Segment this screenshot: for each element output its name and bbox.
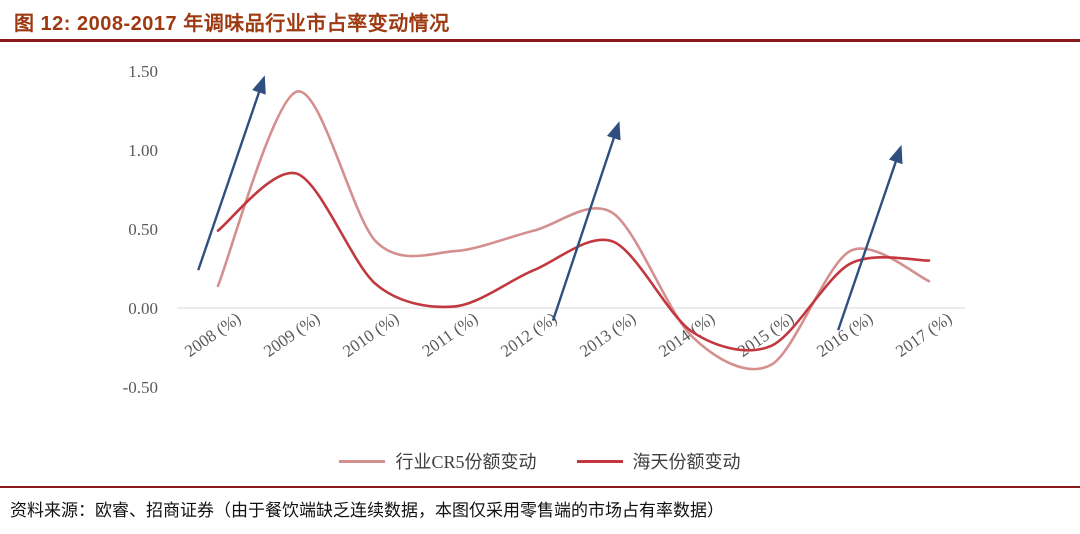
x-axis-tick-label: 2017 (%): [892, 309, 955, 361]
legend-line-swatch: [339, 459, 386, 463]
x-axis-tick-label: 2012 (%): [497, 309, 560, 361]
legend-item-1: 海天份额变动: [576, 448, 741, 474]
x-axis-tick-label: 2015 (%): [734, 309, 797, 361]
x-axis-tick-label: 2016 (%): [813, 309, 876, 361]
trend-arrow: [837, 144, 903, 331]
chart-area: 1.50 1.00 0.50 0.00 -0.50 2008 (%) 2009 (%) 201…: [0, 55, 1080, 435]
y-axis-tick-label: 1.50: [128, 62, 158, 81]
x-axis-tick-label: 2013 (%): [576, 309, 639, 361]
footer-rule: [0, 486, 1080, 488]
y-axis-tick-label: 1.00: [128, 141, 158, 160]
chart-legend: 行业CR5份额变动 海天份额变动: [0, 448, 1080, 474]
trend-arrow: [197, 75, 266, 271]
legend-line-swatch: [576, 459, 623, 463]
y-axis-tick-label: 0.50: [128, 220, 158, 239]
y-axis-tick-label: -0.50: [123, 378, 158, 397]
chart-canvas: 1.50 1.00 0.50 0.00 -0.50 2008 (%) 2009 (%) 201…: [123, 62, 965, 397]
x-axis-tick-label: 2014 (%): [655, 309, 718, 361]
trend-arrow: [551, 121, 621, 322]
legend-label: 行业CR5份额变动: [395, 452, 537, 472]
source-note: 资料来源：欧睿、招商证券（由于餐饮端缺乏连续数据，本图仅采用零售端的市场占有率数…: [10, 501, 724, 520]
x-axis-tick-label: 2011 (%): [419, 309, 482, 361]
x-axis-tick-label: 2010 (%): [339, 309, 402, 361]
series-line-1: [216, 171, 931, 352]
legend-label: 海天份额变动: [632, 452, 741, 472]
title-underline: [0, 39, 1080, 42]
y-axis-tick-label: 0.00: [128, 299, 158, 318]
series-line-0: [216, 90, 931, 371]
legend-item-0: 行业CR5份额变动: [339, 448, 537, 474]
x-axis-tick-label: 2008 (%): [181, 309, 244, 361]
figure-title: 图 12: 2008-2017 年调味品行业市占率变动情况: [14, 13, 450, 35]
x-axis-tick-label: 2009 (%): [260, 309, 323, 361]
